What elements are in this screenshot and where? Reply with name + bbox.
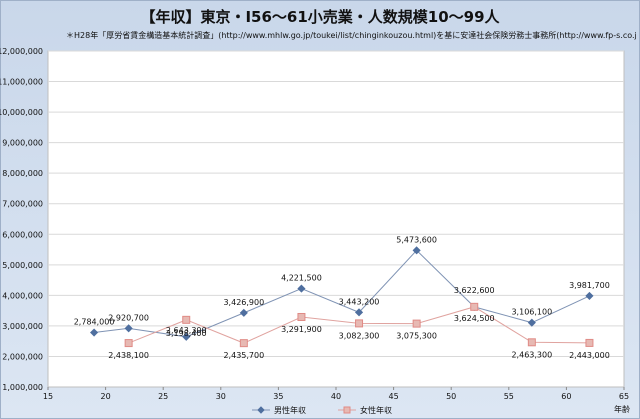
data-label: 2,463,300 xyxy=(511,350,552,359)
y-tick-label: 1,000,000 xyxy=(2,383,43,392)
y-tick-label: 5,000,000 xyxy=(2,261,43,270)
female-point xyxy=(355,319,364,328)
y-tick-label: 7,000,000 xyxy=(2,200,43,209)
male-point xyxy=(124,324,133,333)
legend-label: 男性年収 xyxy=(274,405,306,415)
data-label: 2,920,700 xyxy=(108,313,149,322)
legend: 男性年収 女性年収 xyxy=(252,405,392,415)
male-point xyxy=(90,328,99,337)
data-label: 2,435,700 xyxy=(223,351,264,360)
data-label: 3,291,900 xyxy=(281,325,322,334)
male-point xyxy=(182,332,191,341)
data-label: 2,784,000 xyxy=(74,318,115,327)
data-label: 4,221,500 xyxy=(281,274,322,283)
male-point xyxy=(527,318,536,327)
data-label: 2,443,000 xyxy=(569,351,610,360)
x-tick-label: 65 xyxy=(619,392,629,401)
gridlines xyxy=(48,50,624,357)
data-label: 3,624,500 xyxy=(454,314,495,323)
data-label: 2,438,100 xyxy=(108,351,149,360)
x-tick-label: 15 xyxy=(43,392,53,401)
x-tick-label: 50 xyxy=(446,392,456,401)
male-point xyxy=(412,246,421,255)
source-note: ＊H28年「厚労省賃金構造基本統計調査」(http://www.mhlw.go.… xyxy=(66,31,636,40)
legend-marker-male xyxy=(257,406,265,414)
y-tick-label: 12,000,000 xyxy=(0,47,43,56)
data-label: 3,622,600 xyxy=(454,286,495,295)
y-tick-label: 8,000,000 xyxy=(2,169,43,178)
female-point xyxy=(412,319,421,328)
chart-title: 【年収】東京・I56～61小売業・人数規模10～99人 xyxy=(140,8,500,26)
male-point xyxy=(585,291,594,300)
female-point xyxy=(527,338,536,347)
female-point xyxy=(585,338,594,347)
female-point xyxy=(297,312,306,321)
y-tick-label: 3,000,000 xyxy=(2,322,43,331)
female-point xyxy=(124,339,133,348)
y-tick-label: 6,000,000 xyxy=(2,230,43,239)
data-label: 2,643,300 xyxy=(166,326,207,335)
data-label: 3,426,900 xyxy=(223,298,264,307)
axes: 1,000,000 2,000,000 3,000,000 4,000,000 5,00… xyxy=(0,47,630,414)
male-point xyxy=(354,308,364,317)
y-tick-label: 9,000,000 xyxy=(2,139,43,148)
female-point xyxy=(239,339,248,348)
data-label: 3,106,100 xyxy=(511,308,552,317)
x-axis-label: 年齢 xyxy=(614,404,630,414)
data-label: 3,443,200 xyxy=(339,297,380,306)
female-point xyxy=(470,302,479,311)
series-line-0 xyxy=(94,249,590,338)
legend-label: 女性年収 xyxy=(360,405,392,415)
x-tick-label: 45 xyxy=(389,392,399,401)
x-tick-label: 20 xyxy=(101,392,111,401)
x-tick-label: 60 xyxy=(561,392,571,401)
y-tick-label: 11,000,000 xyxy=(0,78,43,87)
y-tick-label: 4,000,000 xyxy=(2,291,43,300)
x-tick-label: 55 xyxy=(504,392,514,401)
x-tick-label: 40 xyxy=(331,392,341,401)
series-layer xyxy=(90,246,594,348)
male-point xyxy=(297,284,306,293)
x-tick-label: 30 xyxy=(216,392,226,401)
y-tick-label: 10,000,000 xyxy=(0,108,43,117)
data-label: 5,473,600 xyxy=(396,235,437,244)
female-point xyxy=(182,315,191,324)
data-label: 3,981,700 xyxy=(569,281,610,290)
data-label: 3,082,300 xyxy=(339,331,380,340)
male-point xyxy=(239,308,248,317)
data-label: 3,075,300 xyxy=(396,332,437,341)
x-tick-label: 35 xyxy=(273,392,283,401)
x-tick-label: 25 xyxy=(158,392,168,401)
plot-area xyxy=(47,50,625,388)
y-tick-label: 2,000,000 xyxy=(2,352,43,361)
data-label: 3,198,400 xyxy=(166,329,207,338)
legend-marker-female xyxy=(343,406,351,414)
